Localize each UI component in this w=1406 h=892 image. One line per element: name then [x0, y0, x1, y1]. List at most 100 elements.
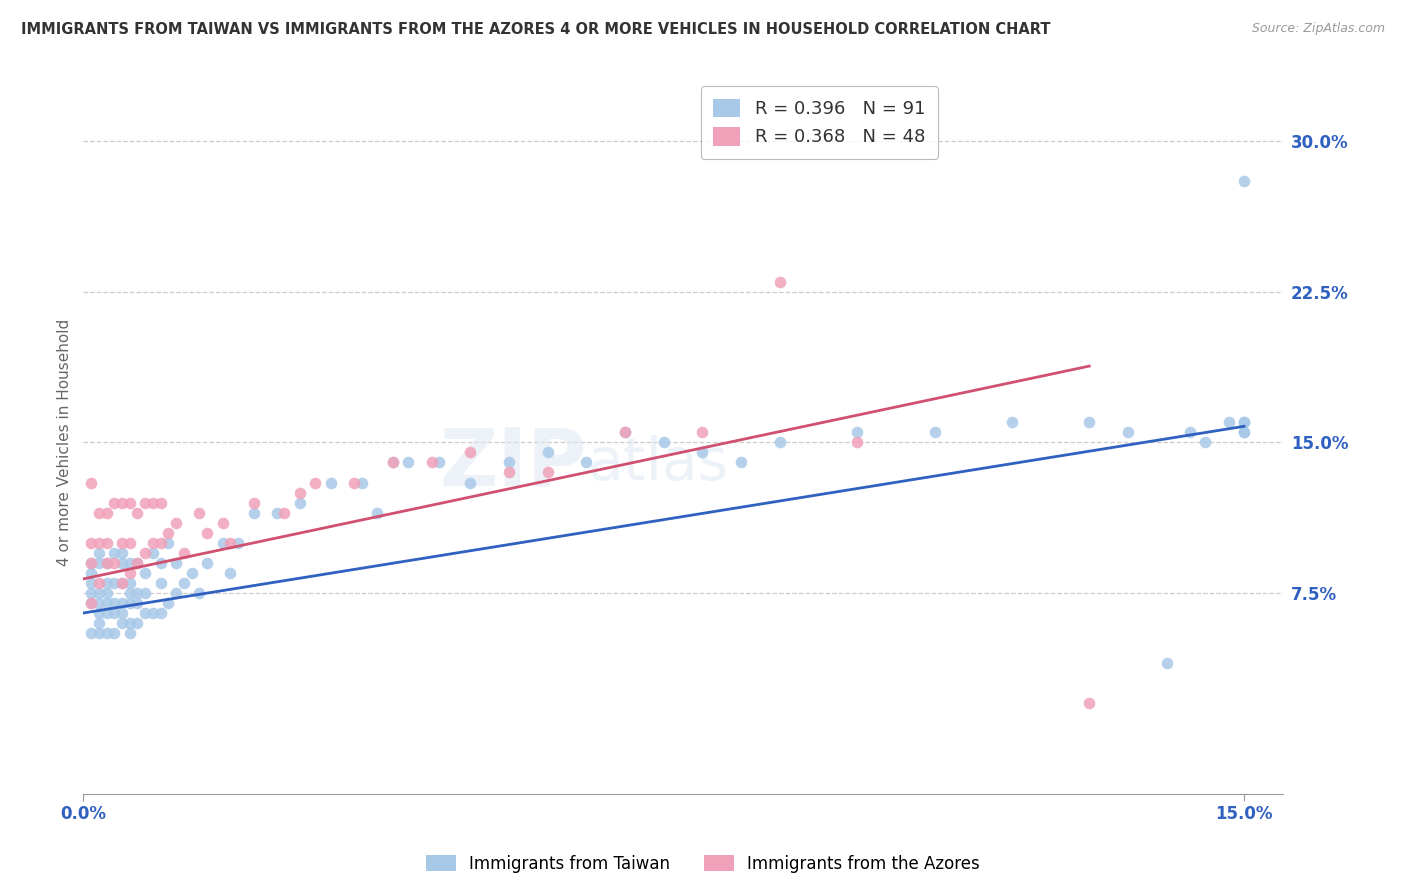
Point — [80, 596, 103, 610]
Point — [226, 535, 249, 549]
Point — [118, 596, 141, 610]
Point — [118, 495, 141, 509]
Point — [692, 425, 714, 440]
Point — [142, 606, 165, 620]
Point — [127, 506, 149, 520]
Point — [157, 596, 180, 610]
Point — [103, 495, 125, 509]
Point — [118, 615, 141, 630]
Point — [188, 506, 211, 520]
Point — [103, 556, 125, 570]
Point — [692, 445, 714, 459]
Point — [118, 535, 141, 549]
Point — [173, 575, 195, 590]
Point — [149, 575, 172, 590]
Point — [1233, 425, 1256, 440]
Point — [103, 546, 125, 560]
Point — [118, 556, 141, 570]
Point — [111, 575, 134, 590]
Point — [195, 556, 218, 570]
Point — [1178, 425, 1201, 440]
Point — [96, 606, 118, 620]
Point — [458, 445, 481, 459]
Point — [111, 606, 134, 620]
Point — [730, 455, 752, 469]
Point — [127, 586, 149, 600]
Point — [165, 556, 187, 570]
Point — [149, 535, 172, 549]
Point — [1116, 425, 1139, 440]
Point — [188, 586, 211, 600]
Point — [769, 435, 792, 450]
Point — [219, 535, 242, 549]
Point — [134, 566, 156, 580]
Point — [1233, 174, 1256, 188]
Point — [396, 455, 419, 469]
Point — [134, 586, 156, 600]
Text: Source: ZipAtlas.com: Source: ZipAtlas.com — [1251, 22, 1385, 36]
Point — [127, 556, 149, 570]
Point — [87, 615, 110, 630]
Point — [103, 606, 125, 620]
Point — [149, 556, 172, 570]
Legend: R = 0.396   N = 91, R = 0.368   N = 48: R = 0.396 N = 91, R = 0.368 N = 48 — [700, 86, 938, 159]
Point — [142, 535, 165, 549]
Point — [96, 586, 118, 600]
Point — [80, 556, 103, 570]
Point — [652, 435, 675, 450]
Point — [96, 556, 118, 570]
Point — [1078, 415, 1101, 429]
Point — [80, 626, 103, 640]
Point — [142, 495, 165, 509]
Point — [111, 546, 134, 560]
Point — [219, 566, 242, 580]
Point — [111, 596, 134, 610]
Point — [80, 566, 103, 580]
Point — [195, 525, 218, 540]
Point — [87, 626, 110, 640]
Point — [134, 495, 156, 509]
Point — [118, 626, 141, 640]
Point — [288, 495, 311, 509]
Point — [846, 435, 869, 450]
Point — [350, 475, 373, 490]
Point — [96, 596, 118, 610]
Point — [103, 626, 125, 640]
Point — [87, 506, 110, 520]
Point — [458, 475, 481, 490]
Point — [381, 455, 404, 469]
Point — [127, 556, 149, 570]
Text: IMMIGRANTS FROM TAIWAN VS IMMIGRANTS FROM THE AZORES 4 OR MORE VEHICLES IN HOUSE: IMMIGRANTS FROM TAIWAN VS IMMIGRANTS FRO… — [21, 22, 1050, 37]
Point — [96, 626, 118, 640]
Point — [1194, 435, 1216, 450]
Point — [157, 535, 180, 549]
Point — [266, 506, 288, 520]
Point — [536, 445, 558, 459]
Point — [211, 535, 233, 549]
Point — [420, 455, 443, 469]
Point — [111, 495, 134, 509]
Point — [211, 516, 233, 530]
Point — [149, 606, 172, 620]
Point — [87, 606, 110, 620]
Point — [111, 556, 134, 570]
Point — [165, 516, 187, 530]
Point — [127, 596, 149, 610]
Point — [498, 466, 520, 480]
Point — [87, 575, 110, 590]
Point — [96, 535, 118, 549]
Point — [142, 546, 165, 560]
Point — [96, 575, 118, 590]
Point — [134, 546, 156, 560]
Point — [118, 575, 141, 590]
Point — [343, 475, 366, 490]
Point — [1156, 656, 1178, 670]
Point — [180, 566, 202, 580]
Point — [536, 466, 558, 480]
Point — [134, 606, 156, 620]
Point — [319, 475, 342, 490]
Point — [366, 506, 388, 520]
Point — [157, 525, 180, 540]
Point — [427, 455, 450, 469]
Point — [127, 615, 149, 630]
